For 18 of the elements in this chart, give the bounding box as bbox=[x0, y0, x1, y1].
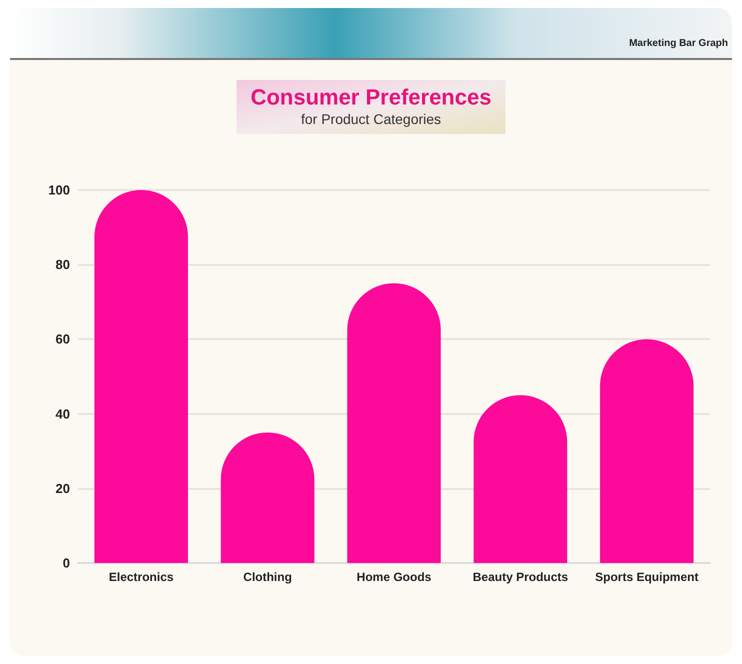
y-tick-label: 80 bbox=[56, 257, 70, 272]
x-tick-label: Clothing bbox=[243, 570, 292, 584]
x-tick-label: Electronics bbox=[108, 570, 174, 584]
chart-title: Consumer Preferences bbox=[250, 84, 492, 110]
x-tick-label: Beauty Products bbox=[472, 570, 568, 584]
chart-subtitle: for Product Categories bbox=[300, 111, 442, 127]
y-tick-label: 40 bbox=[56, 406, 70, 422]
x-tick-label: Sports Equipment bbox=[595, 570, 698, 584]
y-tick-label: 60 bbox=[56, 332, 70, 347]
y-tick-label: 20 bbox=[56, 480, 70, 496]
bar bbox=[94, 190, 188, 563]
y-tick-label: 100 bbox=[48, 182, 70, 198]
bar bbox=[474, 395, 568, 563]
text: Marketing Bar Graph bbox=[629, 38, 728, 49]
x-tick-label: Home Goods bbox=[356, 570, 432, 584]
y-tick-label: 0 bbox=[62, 556, 70, 570]
bar bbox=[347, 283, 441, 563]
bar bbox=[600, 339, 694, 563]
